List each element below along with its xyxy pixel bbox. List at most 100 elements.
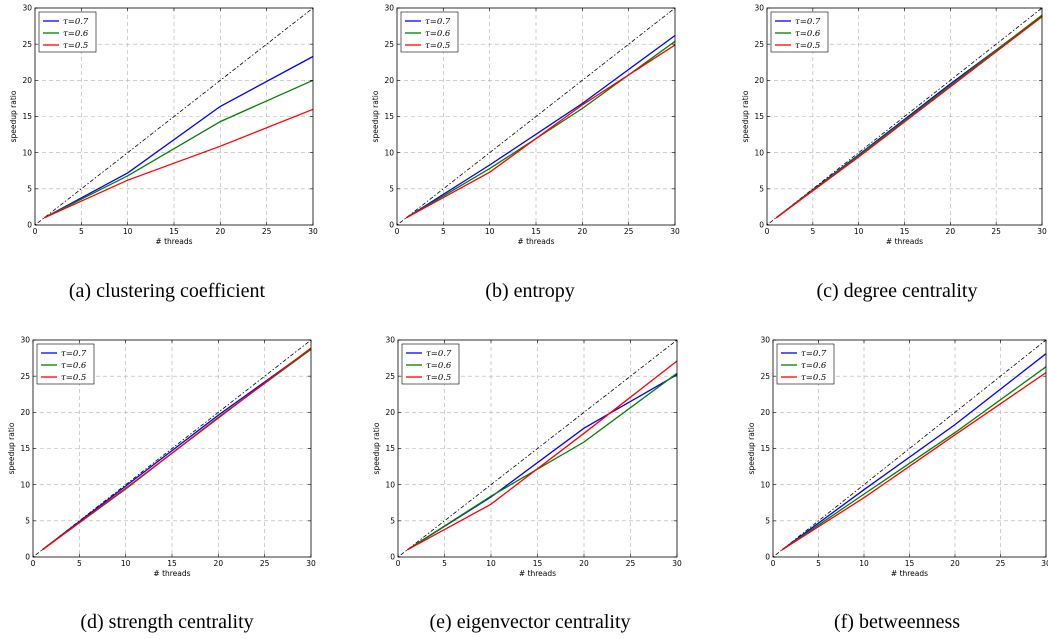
legend-label-3: τ=0.5 xyxy=(63,41,88,51)
x-tick-label: 10 xyxy=(123,227,133,236)
chart-panel-2: 0 5 10 15 20 25 30 0 5 10 15 20 25 30 # threads speedup… xyxy=(371,4,680,302)
series-line-3 xyxy=(781,372,1047,551)
y-tick-label: 20 xyxy=(385,408,395,417)
x-axis-label: # threads xyxy=(886,237,923,246)
x-tick-label: 15 xyxy=(905,559,915,568)
legend-label-3: τ=0.5 xyxy=(425,41,450,51)
y-tick-label: 5 xyxy=(759,184,764,193)
y-axis-label: speedup ratio xyxy=(741,90,750,142)
x-tick-label: 10 xyxy=(854,227,864,236)
y-tick-label: 0 xyxy=(390,553,395,562)
y-tick-label: 10 xyxy=(385,480,395,489)
x-tick-label: 5 xyxy=(816,559,821,568)
legend-label-2: τ=0.6 xyxy=(63,29,89,39)
y-tick-label: 15 xyxy=(760,444,770,453)
x-axis-label: # threads xyxy=(153,569,190,578)
legend-label-2: τ=0.6 xyxy=(425,29,451,39)
y-tick-label: 20 xyxy=(22,76,32,85)
subfigure-caption: (d) strength centrality xyxy=(80,611,253,633)
chart-panel-6: 0 5 10 15 20 25 30 0 5 10 15 20 25 30 # threads speedup… xyxy=(747,336,1048,633)
x-tick-label: 0 xyxy=(771,559,776,568)
x-tick-label: 25 xyxy=(624,227,634,236)
y-axis-label: speedup ratio xyxy=(372,422,381,474)
y-tick-label: 30 xyxy=(22,4,32,13)
legend-label-1: τ=0.7 xyxy=(426,349,452,359)
y-tick-label: 5 xyxy=(390,516,395,525)
x-tick-label: 25 xyxy=(626,559,636,568)
series-line-3 xyxy=(41,347,312,551)
x-tick-label: 15 xyxy=(531,227,541,236)
y-tick-label: 10 xyxy=(384,148,394,157)
x-tick-label: 25 xyxy=(262,227,272,236)
chart-panel-4: 0 5 10 15 20 25 30 0 5 10 15 20 25 30 # threads speedup… xyxy=(7,336,316,633)
ideal-speedup-line xyxy=(34,7,314,226)
x-tick-label: 0 xyxy=(33,227,38,236)
x-tick-label: 20 xyxy=(946,227,956,236)
series-line-3 xyxy=(44,108,314,219)
ideal-speedup-line xyxy=(397,339,678,558)
x-tick-label: 15 xyxy=(533,559,543,568)
y-tick-label: 20 xyxy=(384,76,394,85)
legend-label-3: τ=0.5 xyxy=(426,373,451,383)
x-axis-label: # threads xyxy=(519,569,556,578)
series-line-3 xyxy=(406,360,678,551)
legend-label-1: τ=0.7 xyxy=(801,349,827,359)
y-axis-label: speedup ratio xyxy=(9,90,18,142)
y-tick-label: 30 xyxy=(385,336,395,345)
legend-label-3: τ=0.5 xyxy=(61,373,86,383)
subfigure-caption: (a) clustering coefficient xyxy=(69,280,266,302)
chart-panel-1: 0 5 10 15 20 25 30 0 5 10 15 20 25 30 # threads speedup… xyxy=(9,4,318,302)
x-tick-label: 25 xyxy=(991,227,1001,236)
x-tick-label: 15 xyxy=(169,227,179,236)
series-line-1 xyxy=(41,348,312,551)
y-tick-label: 30 xyxy=(754,4,764,13)
y-axis-label: speedup ratio xyxy=(747,422,756,474)
y-tick-label: 20 xyxy=(754,76,764,85)
y-axis-label: speedup ratio xyxy=(371,90,380,142)
legend-label-2: τ=0.6 xyxy=(801,361,827,371)
chart-panel-5: 0 5 10 15 20 25 30 0 5 10 15 20 25 30 # threads speedup… xyxy=(372,336,682,633)
series-line-2 xyxy=(405,40,676,219)
y-tick-label: 25 xyxy=(385,372,395,381)
ideal-speedup-line xyxy=(396,7,676,226)
x-axis-label: # threads xyxy=(891,569,928,578)
x-tick-label: 30 xyxy=(306,559,316,568)
y-tick-label: 15 xyxy=(384,112,394,121)
x-tick-label: 10 xyxy=(485,227,495,236)
y-tick-label: 10 xyxy=(20,480,30,489)
x-tick-label: 5 xyxy=(442,559,447,568)
x-tick-label: 20 xyxy=(578,227,588,236)
x-tick-label: 5 xyxy=(441,227,446,236)
series-line-2 xyxy=(44,79,314,219)
x-tick-label: 5 xyxy=(810,227,815,236)
legend-label-1: τ=0.7 xyxy=(425,17,451,27)
y-tick-label: 25 xyxy=(384,40,394,49)
x-tick-label: 10 xyxy=(486,559,496,568)
y-tick-label: 25 xyxy=(22,40,32,49)
x-tick-label: 20 xyxy=(216,227,226,236)
y-tick-label: 5 xyxy=(765,516,770,525)
x-tick-label: 20 xyxy=(950,559,960,568)
y-tick-label: 10 xyxy=(22,148,32,157)
y-tick-label: 10 xyxy=(754,148,764,157)
legend-label-2: τ=0.6 xyxy=(61,361,87,371)
series-line-3 xyxy=(775,16,1043,219)
x-tick-label: 0 xyxy=(396,559,401,568)
y-tick-label: 10 xyxy=(760,480,770,489)
y-tick-label: 15 xyxy=(20,444,30,453)
ideal-speedup-line xyxy=(32,339,312,558)
y-axis-label: speedup ratio xyxy=(7,422,16,474)
x-tick-label: 30 xyxy=(672,559,682,568)
legend-label-3: τ=0.5 xyxy=(795,41,820,51)
y-tick-label: 20 xyxy=(760,408,770,417)
x-tick-label: 15 xyxy=(900,227,910,236)
legend-label-2: τ=0.6 xyxy=(426,361,452,371)
y-tick-label: 5 xyxy=(389,184,394,193)
x-tick-label: 25 xyxy=(996,559,1006,568)
x-axis-label: # threads xyxy=(517,237,554,246)
y-tick-label: 15 xyxy=(22,112,32,121)
x-tick-label: 25 xyxy=(260,559,270,568)
x-tick-label: 0 xyxy=(395,227,400,236)
legend-label-2: τ=0.6 xyxy=(795,29,821,39)
y-tick-label: 15 xyxy=(754,112,764,121)
